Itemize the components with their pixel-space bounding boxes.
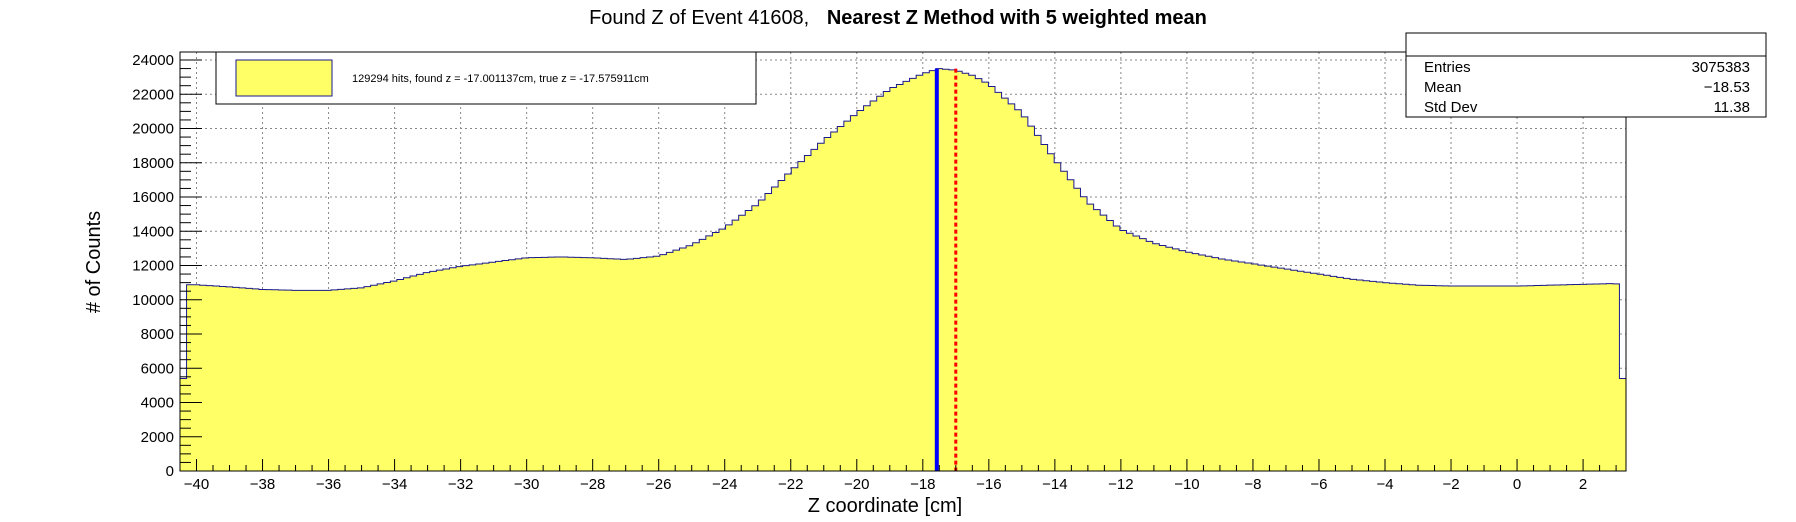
x-tick-label: −28 <box>580 476 605 493</box>
x-tick-label: −20 <box>844 476 869 493</box>
y-tick-label: 0 <box>166 463 174 480</box>
x-tick-label: 2 <box>1579 476 1587 493</box>
stats-mean-label: Mean <box>1424 79 1462 96</box>
x-tick-label: −18 <box>910 476 935 493</box>
legend-label: 129294 hits, found z = -17.001137cm, tru… <box>352 73 649 85</box>
x-tick-label: −4 <box>1376 476 1393 493</box>
y-tick-label: 6000 <box>141 360 174 377</box>
x-tick-label: 0 <box>1513 476 1521 493</box>
stats-mean-value: −18.53 <box>1704 79 1750 96</box>
x-tick-label: −26 <box>646 476 671 493</box>
y-tick-label: 14000 <box>132 223 174 240</box>
y-tick-label: 2000 <box>141 429 174 446</box>
y-tick-label: 12000 <box>132 258 174 275</box>
y-tick-label: 8000 <box>141 326 174 343</box>
y-tick-label: 16000 <box>132 189 174 206</box>
y-tick-label: 20000 <box>132 121 174 138</box>
stats-box: Entries 3075383 Mean −18.53 Std Dev 11.3… <box>1406 33 1766 117</box>
y-tick-label: 10000 <box>132 292 174 309</box>
y-tick-label: 18000 <box>132 155 174 172</box>
x-tick-label: −10 <box>1174 476 1199 493</box>
chart-title-bold: Nearest Z Method with 5 weighted mean <box>827 7 1207 29</box>
y-axis-title: # of Counts <box>83 211 105 313</box>
x-tick-label: −36 <box>316 476 341 493</box>
y-tick-label: 24000 <box>132 52 174 69</box>
stats-stddev-label: Std Dev <box>1424 99 1478 116</box>
x-tick-label: −30 <box>514 476 539 493</box>
chart-title-prefix: Found Z of Event 41608, <box>589 7 809 29</box>
stats-entries-label: Entries <box>1424 59 1471 76</box>
chart-title: Found Z of Event 41608, Nearest Z Method… <box>589 7 1207 29</box>
x-tick-label: −34 <box>382 476 407 493</box>
x-axis-title: Z coordinate [cm] <box>808 495 963 517</box>
y-tick-label: 4000 <box>141 395 174 412</box>
legend: 129294 hits, found z = -17.001137cm, tru… <box>216 52 756 104</box>
x-tick-label: −6 <box>1310 476 1327 493</box>
x-tick-label: −2 <box>1442 476 1459 493</box>
x-tick-label: −38 <box>250 476 275 493</box>
x-tick-label: −12 <box>1108 476 1133 493</box>
legend-swatch <box>236 60 332 96</box>
stats-entries-value: 3075383 <box>1692 59 1750 76</box>
x-tick-label: −14 <box>1042 476 1067 493</box>
x-tick-label: −22 <box>778 476 803 493</box>
x-tick-label: −8 <box>1244 476 1261 493</box>
x-tick-label: −24 <box>712 476 737 493</box>
stats-stddev-value: 11.38 <box>1714 99 1750 116</box>
x-tick-label: −16 <box>976 476 1001 493</box>
y-tick-label: 22000 <box>132 86 174 103</box>
x-tick-label: −40 <box>184 476 209 493</box>
x-tick-label: −32 <box>448 476 473 493</box>
